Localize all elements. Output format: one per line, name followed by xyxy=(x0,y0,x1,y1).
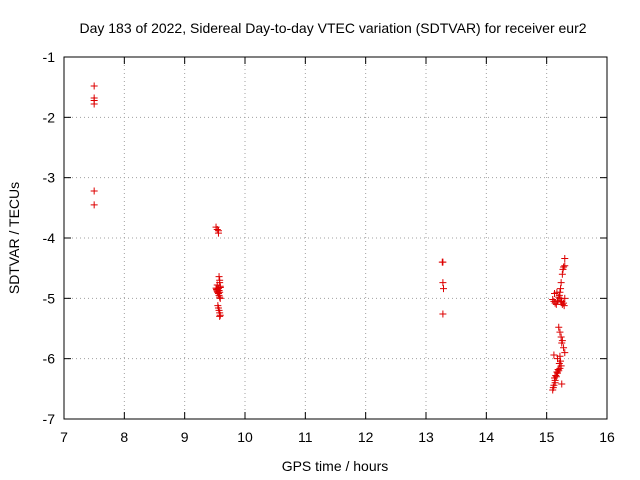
data-point xyxy=(556,352,564,360)
data-point xyxy=(558,380,566,388)
x-tick-label: 8 xyxy=(120,429,128,445)
data-point xyxy=(561,262,569,270)
y-tick-label: -6 xyxy=(43,351,56,367)
data-point xyxy=(561,294,569,302)
data-point xyxy=(216,311,224,319)
data-point xyxy=(550,351,558,359)
data-point xyxy=(560,344,568,352)
data-point xyxy=(558,339,566,347)
data-point xyxy=(439,285,447,293)
data-point xyxy=(216,288,224,296)
data-point xyxy=(549,296,557,304)
data-point xyxy=(90,187,98,195)
data-point xyxy=(555,323,563,331)
axis-ticks xyxy=(63,56,608,420)
data-point xyxy=(558,270,566,278)
data-point xyxy=(559,265,567,273)
data-point xyxy=(90,82,98,90)
data-point xyxy=(552,373,560,381)
data-point xyxy=(214,229,222,237)
x-tick-label: 13 xyxy=(418,429,434,445)
data-point xyxy=(439,310,447,318)
data-point xyxy=(552,372,560,380)
y-tick-label: -3 xyxy=(43,170,56,186)
x-axis-title: GPS time / hours xyxy=(282,458,389,474)
data-point xyxy=(556,328,564,336)
data-point xyxy=(551,379,559,387)
y-tick-label: -7 xyxy=(43,411,56,427)
x-tick-labels: 7 8 9 10 11 12 13 14 15 16 xyxy=(60,429,615,445)
data-point xyxy=(558,300,566,308)
data-point xyxy=(560,302,568,310)
y-tick-label: -5 xyxy=(43,290,56,306)
y-tick-label: -2 xyxy=(43,109,56,125)
data-point xyxy=(561,349,569,357)
data-point xyxy=(555,291,563,299)
data-point xyxy=(215,286,223,294)
y-tick-label: -1 xyxy=(43,49,56,65)
x-tick-label: 11 xyxy=(298,429,313,445)
grid-lines xyxy=(64,57,607,419)
x-tick-label: 7 xyxy=(60,429,68,445)
data-point xyxy=(557,285,565,293)
data-point xyxy=(439,279,447,287)
x-tick-label: 10 xyxy=(237,429,253,445)
data-points xyxy=(90,82,569,394)
plot-frame xyxy=(63,56,608,420)
data-point xyxy=(215,273,223,281)
data-point xyxy=(558,297,566,305)
data-point xyxy=(561,255,569,263)
data-point xyxy=(549,384,557,392)
data-point xyxy=(557,279,565,287)
data-point xyxy=(556,288,564,296)
y-axis-title: SDTVAR / TECUs xyxy=(6,182,22,294)
y-tick-labels: -1 -2 -3 -4 -5 -6 -7 xyxy=(43,49,56,427)
data-point xyxy=(214,285,222,293)
x-tick-label: 15 xyxy=(539,429,555,445)
data-point xyxy=(216,312,224,320)
x-tick-label: 9 xyxy=(181,429,189,445)
y-tick-label: -4 xyxy=(43,230,56,246)
x-tick-label: 16 xyxy=(599,429,615,445)
data-point xyxy=(90,201,98,209)
x-tick-label: 12 xyxy=(358,429,374,445)
data-point xyxy=(90,100,98,108)
data-point xyxy=(216,294,224,302)
x-tick-label: 14 xyxy=(479,429,495,445)
data-point xyxy=(213,226,221,234)
data-point xyxy=(439,258,447,266)
data-point xyxy=(552,300,560,308)
data-point xyxy=(554,366,562,374)
data-point xyxy=(213,281,221,289)
data-point xyxy=(555,293,563,301)
chart-title: Day 183 of 2022, Sidereal Day-to-day VTE… xyxy=(79,20,586,36)
data-point xyxy=(557,333,565,341)
